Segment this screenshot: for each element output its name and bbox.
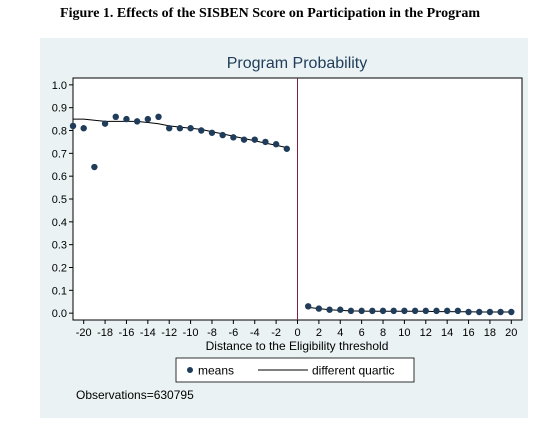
legend: means different quartic bbox=[175, 357, 415, 383]
means-point bbox=[465, 308, 472, 316]
means-point bbox=[91, 163, 98, 171]
means-point bbox=[251, 136, 258, 143]
means-point bbox=[315, 305, 323, 312]
means-point bbox=[337, 306, 344, 313]
means-point bbox=[347, 307, 355, 315]
y-tick-label: 0.9 bbox=[52, 103, 67, 115]
means-point bbox=[304, 303, 312, 310]
means-point bbox=[390, 307, 397, 315]
means-point bbox=[379, 307, 387, 315]
means-point bbox=[411, 307, 419, 315]
x-tick-label: 2 bbox=[316, 327, 322, 339]
x-axis-label: Distance to the Eligibility threshold bbox=[206, 339, 389, 353]
y-tick-label: 0.1 bbox=[52, 285, 67, 297]
means-point bbox=[401, 307, 408, 315]
y-tick-label: 0.2 bbox=[52, 262, 67, 274]
x-tick-label: 10 bbox=[398, 327, 410, 339]
means-point bbox=[433, 307, 440, 315]
x-tick-label: 6 bbox=[359, 327, 365, 339]
x-tick-label: -12 bbox=[161, 327, 177, 339]
y-tick-label: 0.7 bbox=[52, 148, 67, 160]
means-point bbox=[187, 125, 194, 132]
y-axis: 0.0 0.1 0.2 0.3 0.4 0.5 0.6 0.7 0.8 0.9 1.0 bbox=[52, 80, 73, 320]
means-point bbox=[476, 308, 483, 316]
x-tick-label: -6 bbox=[228, 327, 238, 339]
means-point bbox=[112, 113, 119, 121]
means-point bbox=[166, 125, 173, 132]
means-point bbox=[80, 125, 87, 132]
means-point bbox=[262, 138, 269, 146]
x-tick-label: -16 bbox=[118, 327, 134, 339]
means-point bbox=[208, 129, 216, 136]
observations-note: Observations=630795 bbox=[76, 388, 194, 402]
means-point bbox=[240, 136, 248, 143]
y-tick-label: 0.6 bbox=[52, 171, 67, 183]
y-tick-label: 0.8 bbox=[52, 126, 67, 138]
means-markers bbox=[69, 113, 515, 316]
x-tick-label: -4 bbox=[250, 327, 260, 339]
x-axis: -20 -18 -16 -14 -12 -10 -8 -6 -4 -2 0 2 4 6 8 10 12 14 16 1… bbox=[76, 320, 517, 339]
means-point bbox=[176, 125, 184, 132]
x-tick-label: 0 bbox=[294, 327, 300, 339]
means-point bbox=[358, 307, 365, 315]
x-tick-label: 16 bbox=[462, 327, 474, 339]
means-point bbox=[486, 308, 494, 316]
means-point bbox=[219, 131, 226, 139]
means-point bbox=[443, 307, 451, 315]
y-tick-label: 1.0 bbox=[52, 80, 67, 92]
means-point bbox=[283, 145, 291, 152]
x-tick-label: -14 bbox=[140, 327, 156, 339]
means-point bbox=[133, 118, 141, 125]
x-tick-label: 18 bbox=[484, 327, 496, 339]
figure-caption: Figure 1. Effects of the SISBEN Score on… bbox=[60, 6, 480, 21]
means-point bbox=[69, 122, 77, 130]
means-point bbox=[272, 141, 280, 148]
legend-means-label: means bbox=[198, 364, 234, 378]
x-tick-label: 14 bbox=[441, 327, 453, 339]
y-tick-label: 0.3 bbox=[52, 240, 67, 252]
x-tick-label: -10 bbox=[183, 327, 199, 339]
means-point bbox=[155, 113, 162, 121]
chart-title: Program Probability bbox=[227, 55, 368, 72]
means-point bbox=[508, 308, 515, 316]
x-tick-label: 20 bbox=[505, 327, 517, 339]
legend-means-marker bbox=[187, 367, 193, 373]
x-tick-label: -8 bbox=[207, 327, 217, 339]
x-tick-label: -2 bbox=[271, 327, 281, 339]
legend-line-label: different quartic bbox=[312, 364, 395, 378]
means-point bbox=[369, 307, 376, 315]
means-point bbox=[230, 134, 237, 141]
x-tick-label: -20 bbox=[76, 327, 92, 339]
x-tick-label: 4 bbox=[337, 327, 343, 339]
y-tick-label: 0.5 bbox=[52, 194, 67, 206]
means-point bbox=[497, 308, 504, 316]
x-tick-label: 12 bbox=[420, 327, 432, 339]
means-point bbox=[101, 120, 109, 127]
y-tick-label: 0.4 bbox=[52, 217, 67, 229]
means-point bbox=[198, 127, 205, 134]
y-tick-label: 0.0 bbox=[52, 308, 67, 320]
means-point bbox=[454, 307, 462, 315]
means-point bbox=[144, 115, 152, 123]
means-point bbox=[422, 307, 429, 315]
x-tick-label: -18 bbox=[97, 327, 113, 339]
x-tick-label: 8 bbox=[380, 327, 386, 339]
means-point bbox=[326, 306, 333, 313]
means-point bbox=[123, 115, 130, 123]
